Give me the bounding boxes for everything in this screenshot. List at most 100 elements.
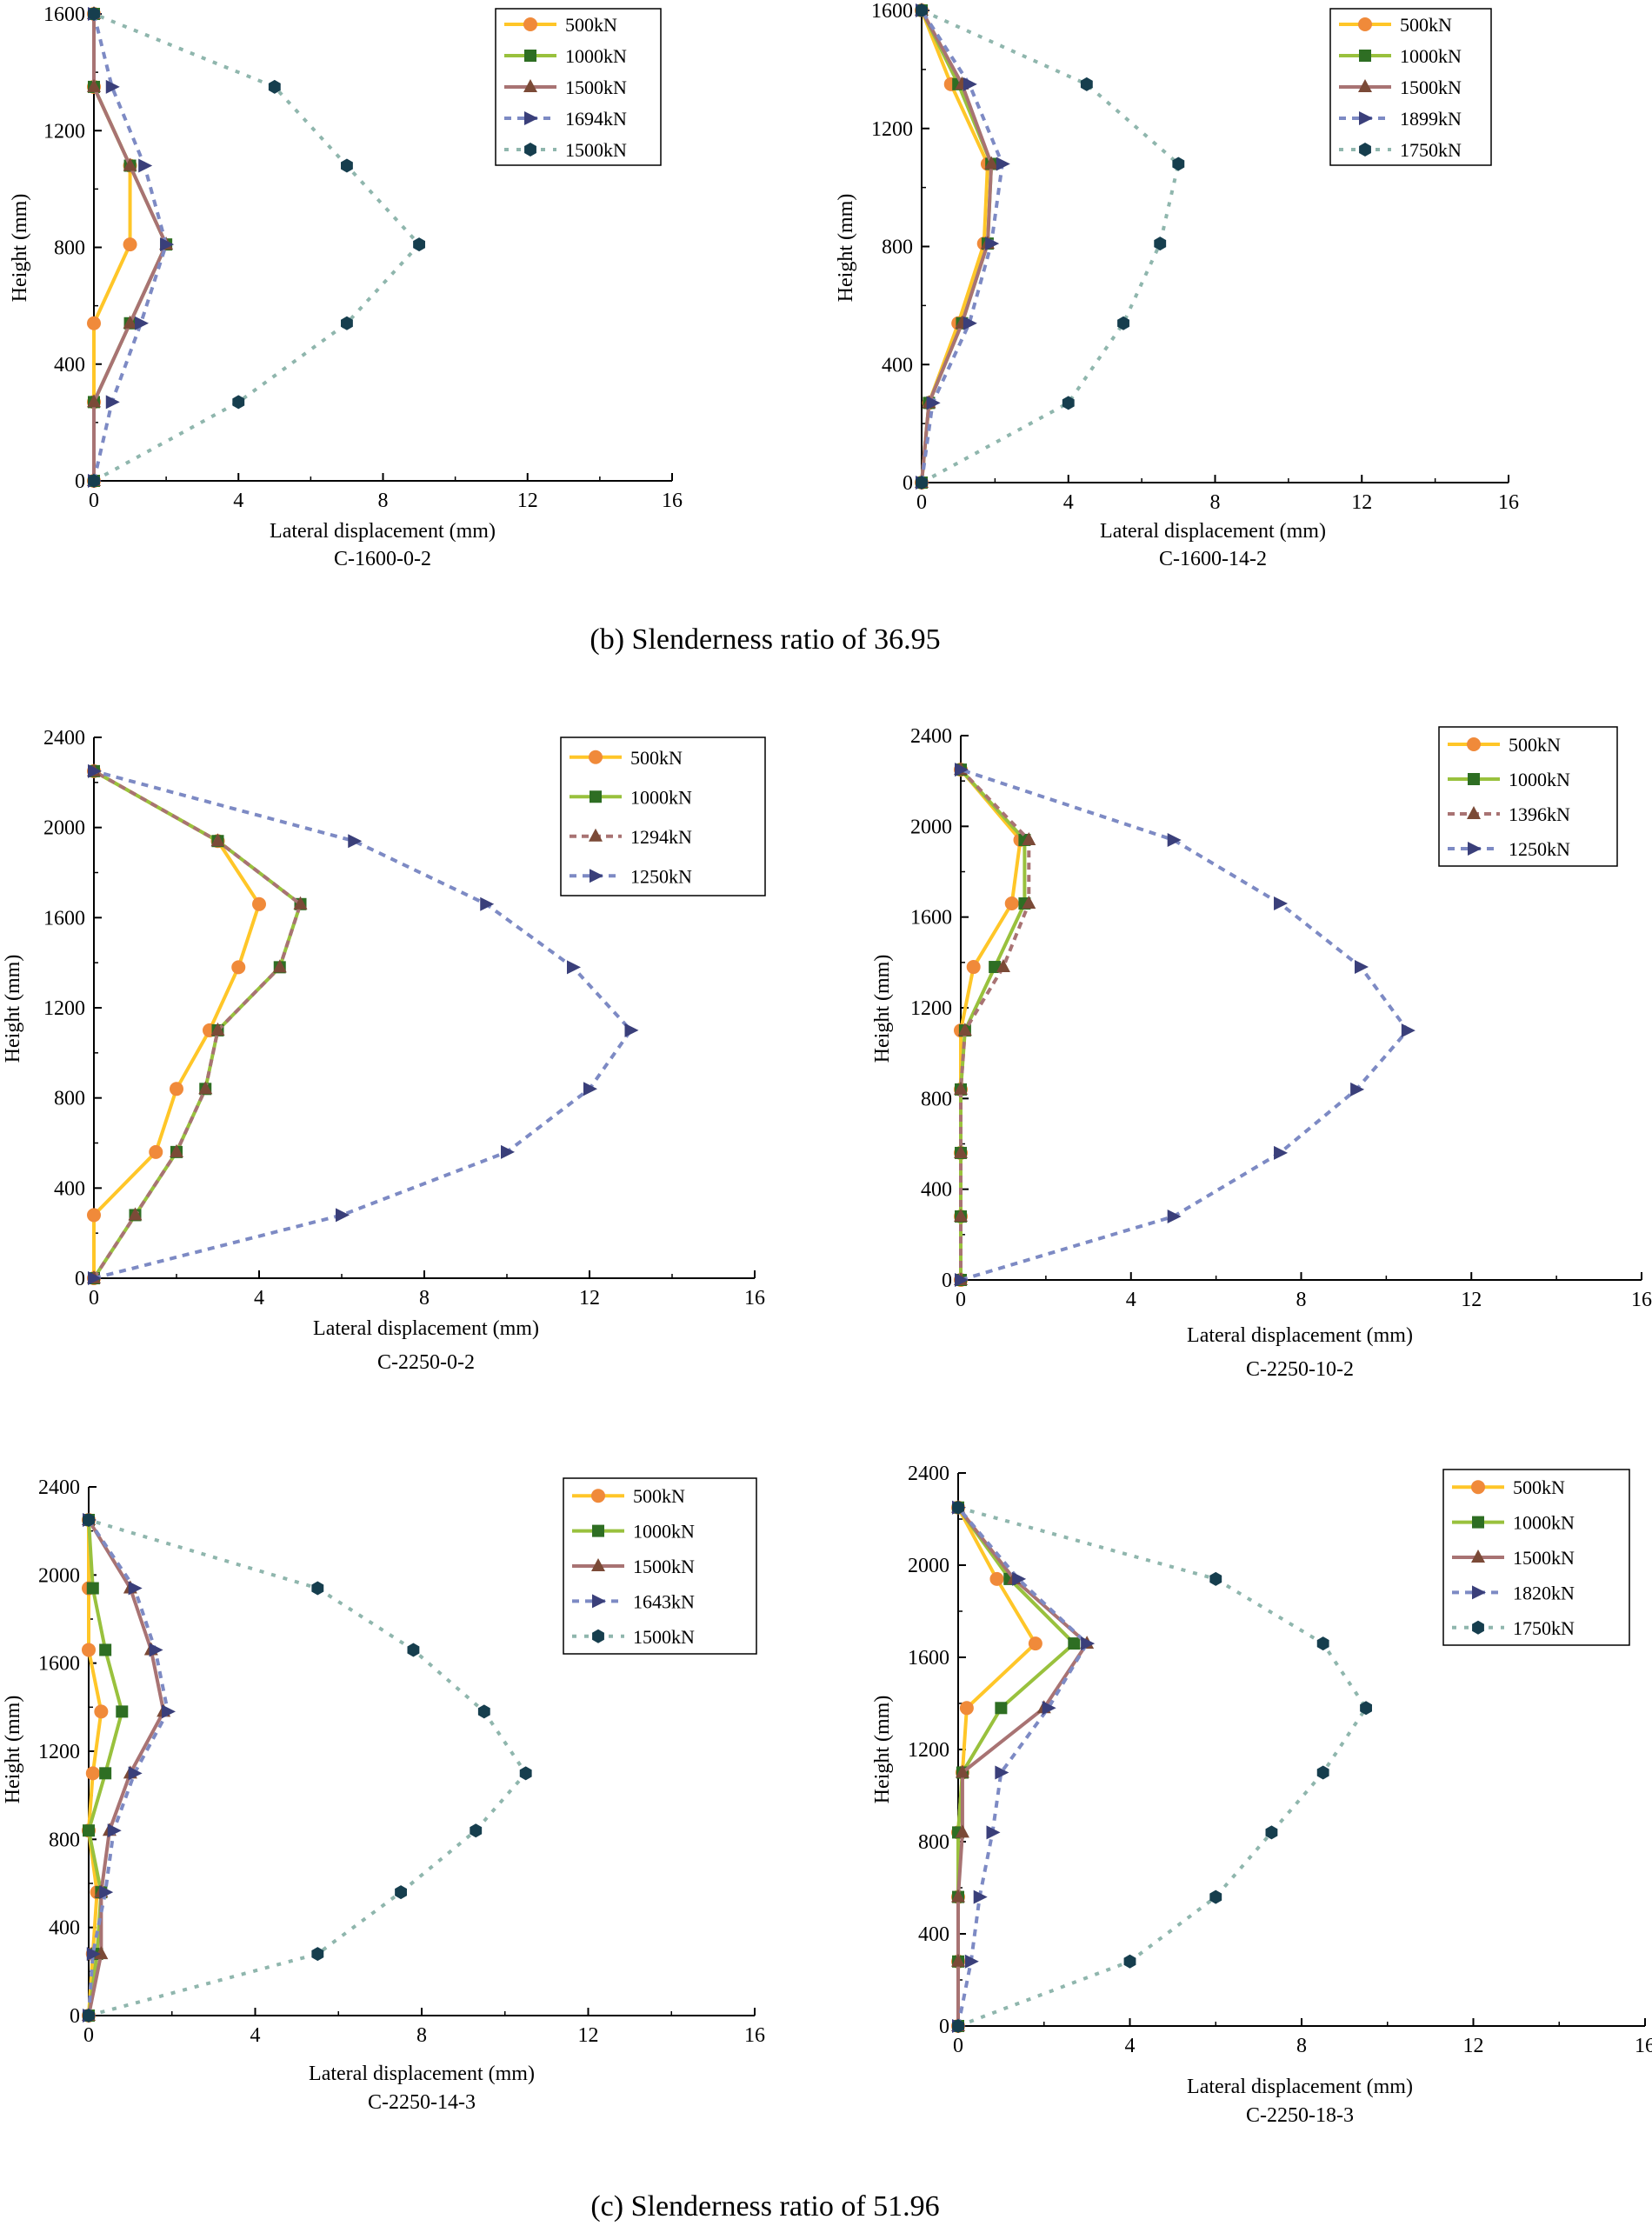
x-tick-label: 16 xyxy=(1498,491,1519,514)
data-point xyxy=(501,1144,515,1159)
data-point xyxy=(128,1766,143,1781)
data-point xyxy=(567,960,581,975)
data-point xyxy=(1209,1571,1222,1586)
data-point xyxy=(1274,1145,1289,1160)
data-point xyxy=(916,3,928,17)
data-point xyxy=(231,960,246,975)
legend-label: 1500kN xyxy=(1513,1547,1575,1569)
y-tick-label: 2400 xyxy=(908,1463,949,1485)
chart-subtitle: C-2250-10-2 xyxy=(1246,1358,1354,1381)
chart-c-1600-14-2: 0 4 8 12 16 0 400 800 1200 1600 Lateral displaceme… xyxy=(835,0,1519,570)
legend-marker xyxy=(1359,143,1371,157)
legend-label: 1250kN xyxy=(1509,838,1570,860)
series-line-1750kN xyxy=(957,1505,1369,2028)
y-tick-label: 2000 xyxy=(38,1564,80,1587)
data-point xyxy=(1004,896,1019,911)
data-point xyxy=(293,896,308,910)
data-point xyxy=(477,1704,490,1719)
series-line-1820kN xyxy=(956,1506,1089,2027)
data-point xyxy=(149,1643,163,1657)
x-axis-label: Lateral displacement (mm) xyxy=(313,1317,539,1340)
y-tick-label: 0 xyxy=(70,2005,80,2028)
data-point xyxy=(311,1581,324,1596)
data-point xyxy=(1123,1954,1136,1969)
y-tick-label: 0 xyxy=(75,470,85,493)
data-point xyxy=(123,157,137,171)
legend-label: 1000kN xyxy=(565,45,627,67)
data-point xyxy=(170,1082,183,1096)
data-point xyxy=(170,1143,183,1157)
x-tick-label: 4 xyxy=(1063,491,1074,514)
data-point xyxy=(1012,1571,1027,1586)
data-point xyxy=(83,1513,95,1527)
x-tick-label: 8 xyxy=(1210,491,1221,514)
chart-subtitle: C-2250-0-2 xyxy=(377,1351,475,1374)
chart-subtitle: C-1600-14-2 xyxy=(1159,548,1267,570)
data-point xyxy=(128,1207,143,1221)
legend-label: 1500kN xyxy=(565,139,627,161)
data-point xyxy=(210,1022,225,1036)
x-tick-label: 4 xyxy=(1126,1289,1136,1311)
data-point xyxy=(88,474,100,488)
chart-subtitle: C-2250-18-3 xyxy=(1246,2104,1354,2127)
data-point xyxy=(232,395,245,410)
x-tick-label: 0 xyxy=(916,491,927,514)
x-tick-label: 8 xyxy=(378,490,389,512)
data-point xyxy=(86,1947,101,1962)
y-tick-label: 800 xyxy=(54,237,85,260)
series-line-1250kN xyxy=(960,768,1409,1282)
data-point xyxy=(86,1582,99,1595)
series-line-1294kN xyxy=(92,770,303,1280)
legend-marker xyxy=(1471,1480,1485,1495)
x-tick-label: 12 xyxy=(579,1287,600,1310)
data-point xyxy=(1117,316,1129,330)
series-line-1000kN xyxy=(92,770,303,1280)
data-point xyxy=(413,237,425,252)
data-point xyxy=(986,1825,1001,1840)
legend-label: 1694kN xyxy=(565,108,627,130)
data-point xyxy=(149,1144,163,1159)
data-point xyxy=(1022,896,1036,910)
y-tick-label: 400 xyxy=(921,1179,952,1202)
legend-label: 1820kN xyxy=(1513,1582,1575,1603)
data-point xyxy=(995,1702,1008,1715)
data-point xyxy=(1080,77,1093,91)
y-axis-label: Height (mm) xyxy=(2,1696,24,1804)
y-tick-label: 1200 xyxy=(43,120,85,143)
data-point xyxy=(1022,831,1036,845)
legend-label: 1643kN xyxy=(633,1590,695,1612)
data-point xyxy=(341,316,353,330)
data-point xyxy=(407,1643,420,1657)
data-point xyxy=(87,78,101,92)
legend-label: 1750kN xyxy=(1400,139,1462,161)
y-axis-label: Height (mm) xyxy=(835,194,857,303)
series-line-1250kN xyxy=(93,769,633,1280)
legend-label: 1750kN xyxy=(1513,1617,1575,1639)
x-tick-label: 16 xyxy=(1635,2035,1652,2057)
y-tick-label: 400 xyxy=(882,354,913,377)
legend-marker xyxy=(524,143,536,157)
data-point xyxy=(1081,1636,1096,1651)
x-tick-label: 12 xyxy=(1351,491,1372,514)
chart-c-2250-14-3: 0 4 8 12 16 0 400 800 1200 1600 2000 2400 Lateral di… xyxy=(2,1476,765,2114)
y-tick-label: 2000 xyxy=(910,816,952,838)
data-point xyxy=(135,316,150,330)
data-point xyxy=(82,1643,96,1657)
y-tick-label: 1200 xyxy=(38,1741,80,1763)
data-point xyxy=(94,1704,109,1719)
data-point xyxy=(996,157,1010,171)
x-tick-label: 8 xyxy=(419,1287,430,1310)
y-tick-label: 400 xyxy=(54,354,85,377)
y-tick-label: 2000 xyxy=(43,817,85,840)
data-point xyxy=(348,834,363,849)
data-point xyxy=(1062,396,1075,410)
x-tick-label: 8 xyxy=(1296,2035,1307,2057)
y-tick-label: 0 xyxy=(903,472,913,495)
data-point xyxy=(99,1767,112,1780)
y-tick-label: 1600 xyxy=(908,1647,949,1670)
y-tick-label: 400 xyxy=(54,1177,85,1200)
y-tick-label: 2400 xyxy=(43,727,85,750)
y-axis-label: Height (mm) xyxy=(871,1696,894,1804)
legend-label: 500kN xyxy=(1513,1476,1565,1498)
legend-label: 1000kN xyxy=(1400,45,1462,67)
